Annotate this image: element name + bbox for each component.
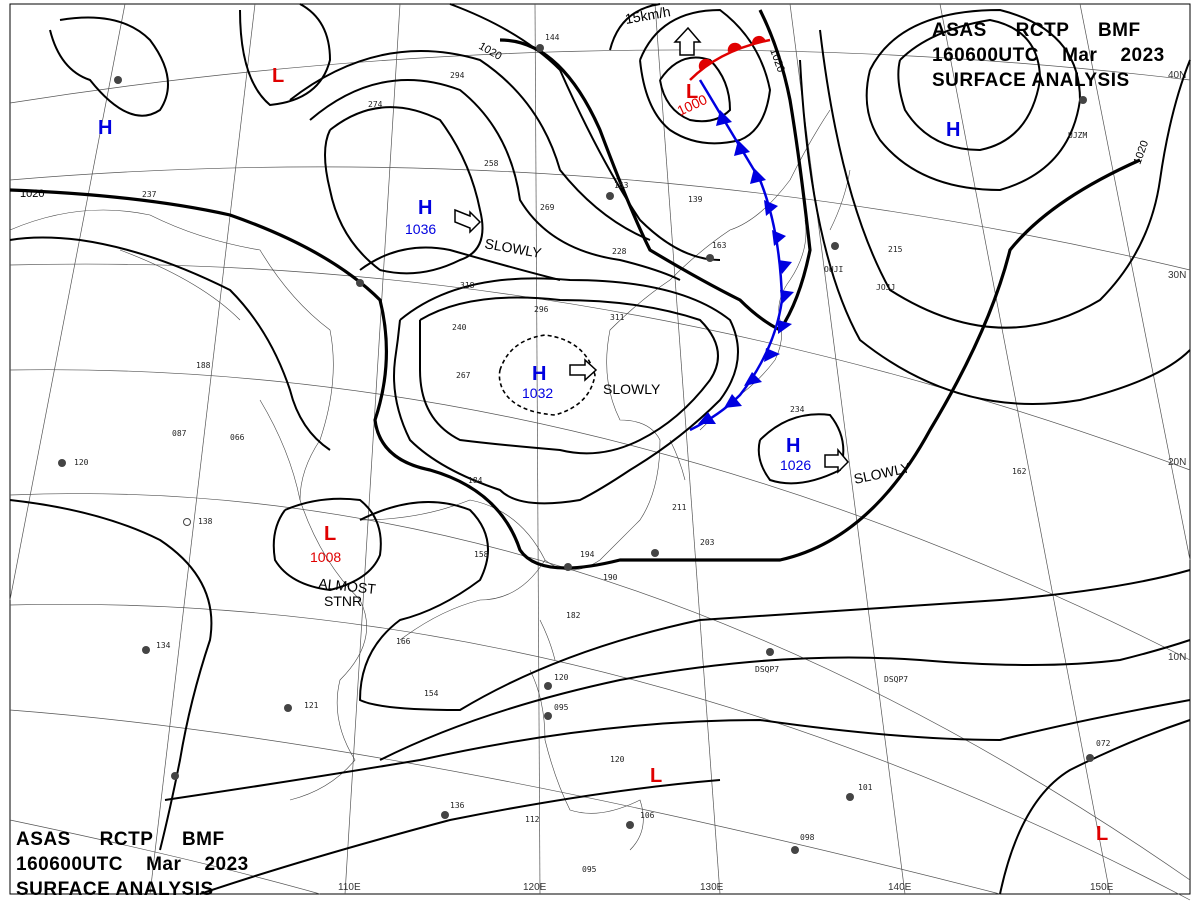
station-plots: 237 274 294 144 258 153 269 228 318 296 … <box>58 33 1111 874</box>
lon-label-140: 140E <box>888 882 912 893</box>
svg-text:144: 144 <box>545 33 560 42</box>
low-symbol-1000: L <box>686 81 698 103</box>
svg-text:166: 166 <box>396 637 411 646</box>
svg-text:184: 184 <box>468 476 483 485</box>
svg-text:194: 194 <box>580 550 595 559</box>
svg-text:182: 182 <box>566 611 581 620</box>
low-symbol-1008: L <box>324 523 336 545</box>
warm-front <box>689 35 771 81</box>
svg-text:318: 318 <box>460 281 475 290</box>
map-frame <box>9 3 1191 895</box>
station-code: JOJJ <box>876 283 895 292</box>
svg-text:120: 120 <box>74 458 89 467</box>
motion-arrows <box>454 26 850 474</box>
svg-text:190: 190 <box>603 573 618 582</box>
header-bottom-line3: SURFACE ANALYSIS <box>16 879 214 900</box>
high-symbol-1032: H <box>532 363 546 385</box>
latitude-grid <box>9 49 1191 901</box>
svg-text:095: 095 <box>554 703 569 712</box>
high-symbol-1026: H <box>786 435 800 457</box>
svg-text:215: 215 <box>888 245 903 254</box>
motion-label-1000: 15km/h <box>624 3 672 27</box>
low-symbol-southeast: L <box>1096 823 1108 845</box>
isobars <box>9 3 1191 895</box>
header-top-line1: ASAS RCTP BMF <box>932 20 1141 41</box>
header-top-line3: SURFACE ANALYSIS <box>932 70 1130 91</box>
header-top: ASAS RCTP BMF 160600UTC Mar 2023 SURFACE… <box>932 20 1165 91</box>
svg-text:158: 158 <box>474 550 489 559</box>
svg-text:274: 274 <box>368 100 383 109</box>
motion-label-1008-line2: STNR <box>324 593 362 609</box>
svg-text:269: 269 <box>540 203 555 212</box>
svg-text:294: 294 <box>450 71 465 80</box>
motion-label-1008-line1: ALMOST <box>318 575 377 597</box>
high-symbol-1036: H <box>418 197 432 219</box>
svg-text:139: 139 <box>688 195 703 204</box>
svg-text:066: 066 <box>230 433 245 442</box>
svg-text:101: 101 <box>858 783 873 792</box>
header-bottom: ASAS RCTP BMF 160600UTC Mar 2023 SURFACE… <box>16 829 249 900</box>
svg-text:120: 120 <box>610 755 625 764</box>
header-top-line2: 160600UTC Mar 2023 <box>932 45 1165 66</box>
header-bottom-line2: 160600UTC Mar 2023 <box>16 854 249 875</box>
svg-text:098: 098 <box>800 833 815 842</box>
svg-text:188: 188 <box>196 361 211 370</box>
svg-text:240: 240 <box>452 323 467 332</box>
lon-label-110: 110E <box>338 882 361 893</box>
station-code: DSQP7 <box>755 665 779 674</box>
lon-label-120: 120E <box>523 882 547 893</box>
svg-text:203: 203 <box>700 538 715 547</box>
svg-text:258: 258 <box>484 159 499 168</box>
svg-text:163: 163 <box>712 241 727 250</box>
svg-text:DSQP7: DSQP7 <box>884 675 908 684</box>
high-pressure-1026: 1026 <box>780 457 811 473</box>
low-symbol-south: L <box>650 765 662 787</box>
svg-text:154: 154 <box>424 689 439 698</box>
lat-label-30: 30N <box>1168 270 1186 281</box>
lat-label-40: 40N <box>1168 70 1186 81</box>
svg-text:120: 120 <box>554 673 569 682</box>
svg-text:228: 228 <box>612 247 627 256</box>
lat-label-10: 10N <box>1168 652 1186 663</box>
longitude-labels: 110E 120E 130E 140E 150E <box>338 882 1114 893</box>
svg-text:106: 106 <box>640 811 655 820</box>
svg-text:153: 153 <box>614 181 629 190</box>
svg-text:311: 311 <box>610 313 625 322</box>
high-symbol-northeast: H <box>946 119 960 141</box>
svg-text:087: 087 <box>172 429 187 438</box>
station-code: UJZM <box>1068 131 1087 140</box>
high-pressure-1036: 1036 <box>405 221 436 237</box>
svg-text:095: 095 <box>582 865 597 874</box>
low-symbol-north: L <box>272 65 284 87</box>
svg-text:211: 211 <box>672 503 687 512</box>
svg-text:136: 136 <box>450 801 465 810</box>
lon-label-130: 130E <box>700 882 724 893</box>
high-symbol-west: H <box>98 117 112 139</box>
header-bottom-line1: ASAS RCTP BMF <box>16 829 225 850</box>
low-pressure-1008: 1008 <box>310 549 341 565</box>
lon-label-150: 150E <box>1090 882 1114 893</box>
svg-text:296: 296 <box>534 305 549 314</box>
svg-text:267: 267 <box>456 371 471 380</box>
svg-text:072: 072 <box>1096 739 1111 748</box>
latitude-labels: 40N 30N 20N 10N <box>1168 70 1186 663</box>
isobar-label: 1020 <box>20 188 44 200</box>
longitude-grid <box>9 3 1191 895</box>
coastlines <box>9 109 851 851</box>
pressure-systems: H 1036 SLOWLY H 1032 SLOWLY H 1026 SLOWL… <box>98 3 1108 845</box>
svg-text:121: 121 <box>304 701 319 710</box>
svg-text:237: 237 <box>142 190 157 199</box>
svg-text:134: 134 <box>156 641 171 650</box>
svg-text:112: 112 <box>525 815 540 824</box>
svg-text:138: 138 <box>198 517 213 526</box>
motion-label-1032: SLOWLY <box>603 381 661 397</box>
svg-text:162: 162 <box>1012 467 1027 476</box>
station-code: OUJI <box>824 265 843 274</box>
high-pressure-1032: 1032 <box>522 385 553 401</box>
lat-label-20: 20N <box>1168 457 1186 468</box>
cold-front <box>689 79 794 432</box>
svg-text:234: 234 <box>790 405 805 414</box>
